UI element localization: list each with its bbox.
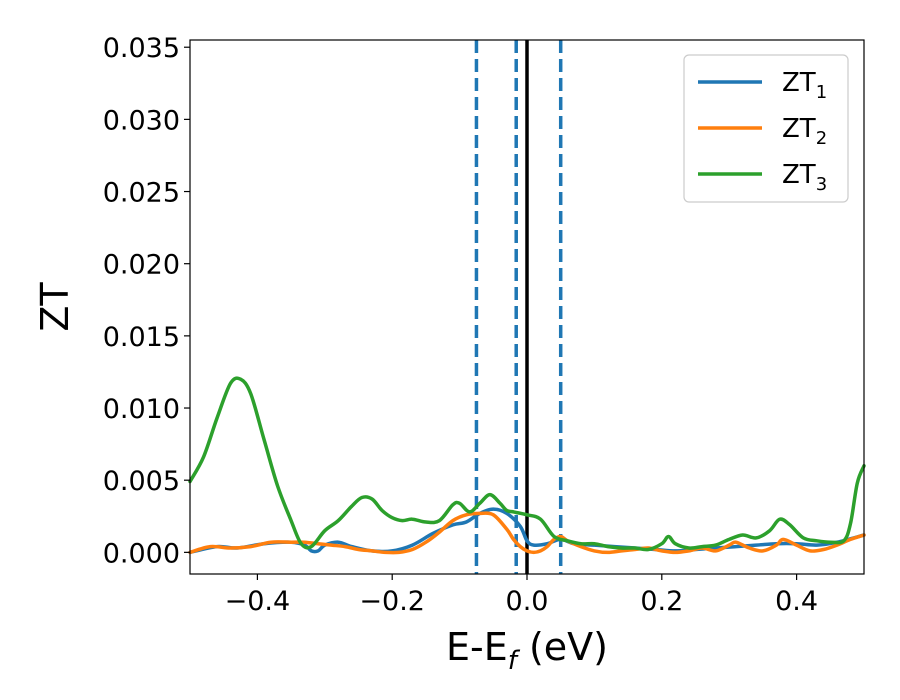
legend-label-zt3: ZT3	[782, 160, 827, 195]
y-tick-label: 0.005	[103, 466, 180, 497]
x-tick-label: 0.0	[506, 586, 549, 617]
series-layer	[188, 376, 866, 555]
x-tick-label: −0.2	[359, 586, 425, 617]
legend-items: ZT1 ZT2 ZT3	[698, 68, 827, 195]
series-line-zt2	[188, 511, 866, 555]
x-tick-label: 0.2	[640, 586, 683, 617]
legend-box	[683, 54, 849, 203]
x-axis: −0.4 −0.2 0.0 0.2 0.4	[225, 574, 818, 617]
y-tick-label: 0.015	[103, 322, 180, 353]
x-tick-label: 0.4	[775, 586, 818, 617]
reference-lines	[474, 40, 563, 574]
legend-label-zt2: ZT2	[782, 114, 827, 149]
y-tick-label: 0.025	[103, 178, 180, 209]
x-axis-title: E-Ef (eV)	[446, 625, 608, 676]
legend: ZT1 ZT2 ZT3	[683, 54, 849, 203]
y-tick-label: 0.035	[103, 33, 180, 64]
y-tick-label: 0.010	[103, 394, 180, 425]
x-tick-label: −0.4	[225, 586, 291, 617]
y-tick-label: 0.030	[103, 105, 180, 136]
y-axis: 0.000 0.005 0.010 0.015 0.020 0.025 0.030 0.035	[103, 33, 190, 569]
series-line-zt3	[188, 376, 866, 552]
y-tick-label: 0.020	[103, 250, 180, 281]
legend-label-zt1: ZT1	[782, 68, 827, 103]
y-tick-label: 0.000	[103, 538, 180, 569]
y-axis-title: ZT	[33, 282, 77, 332]
